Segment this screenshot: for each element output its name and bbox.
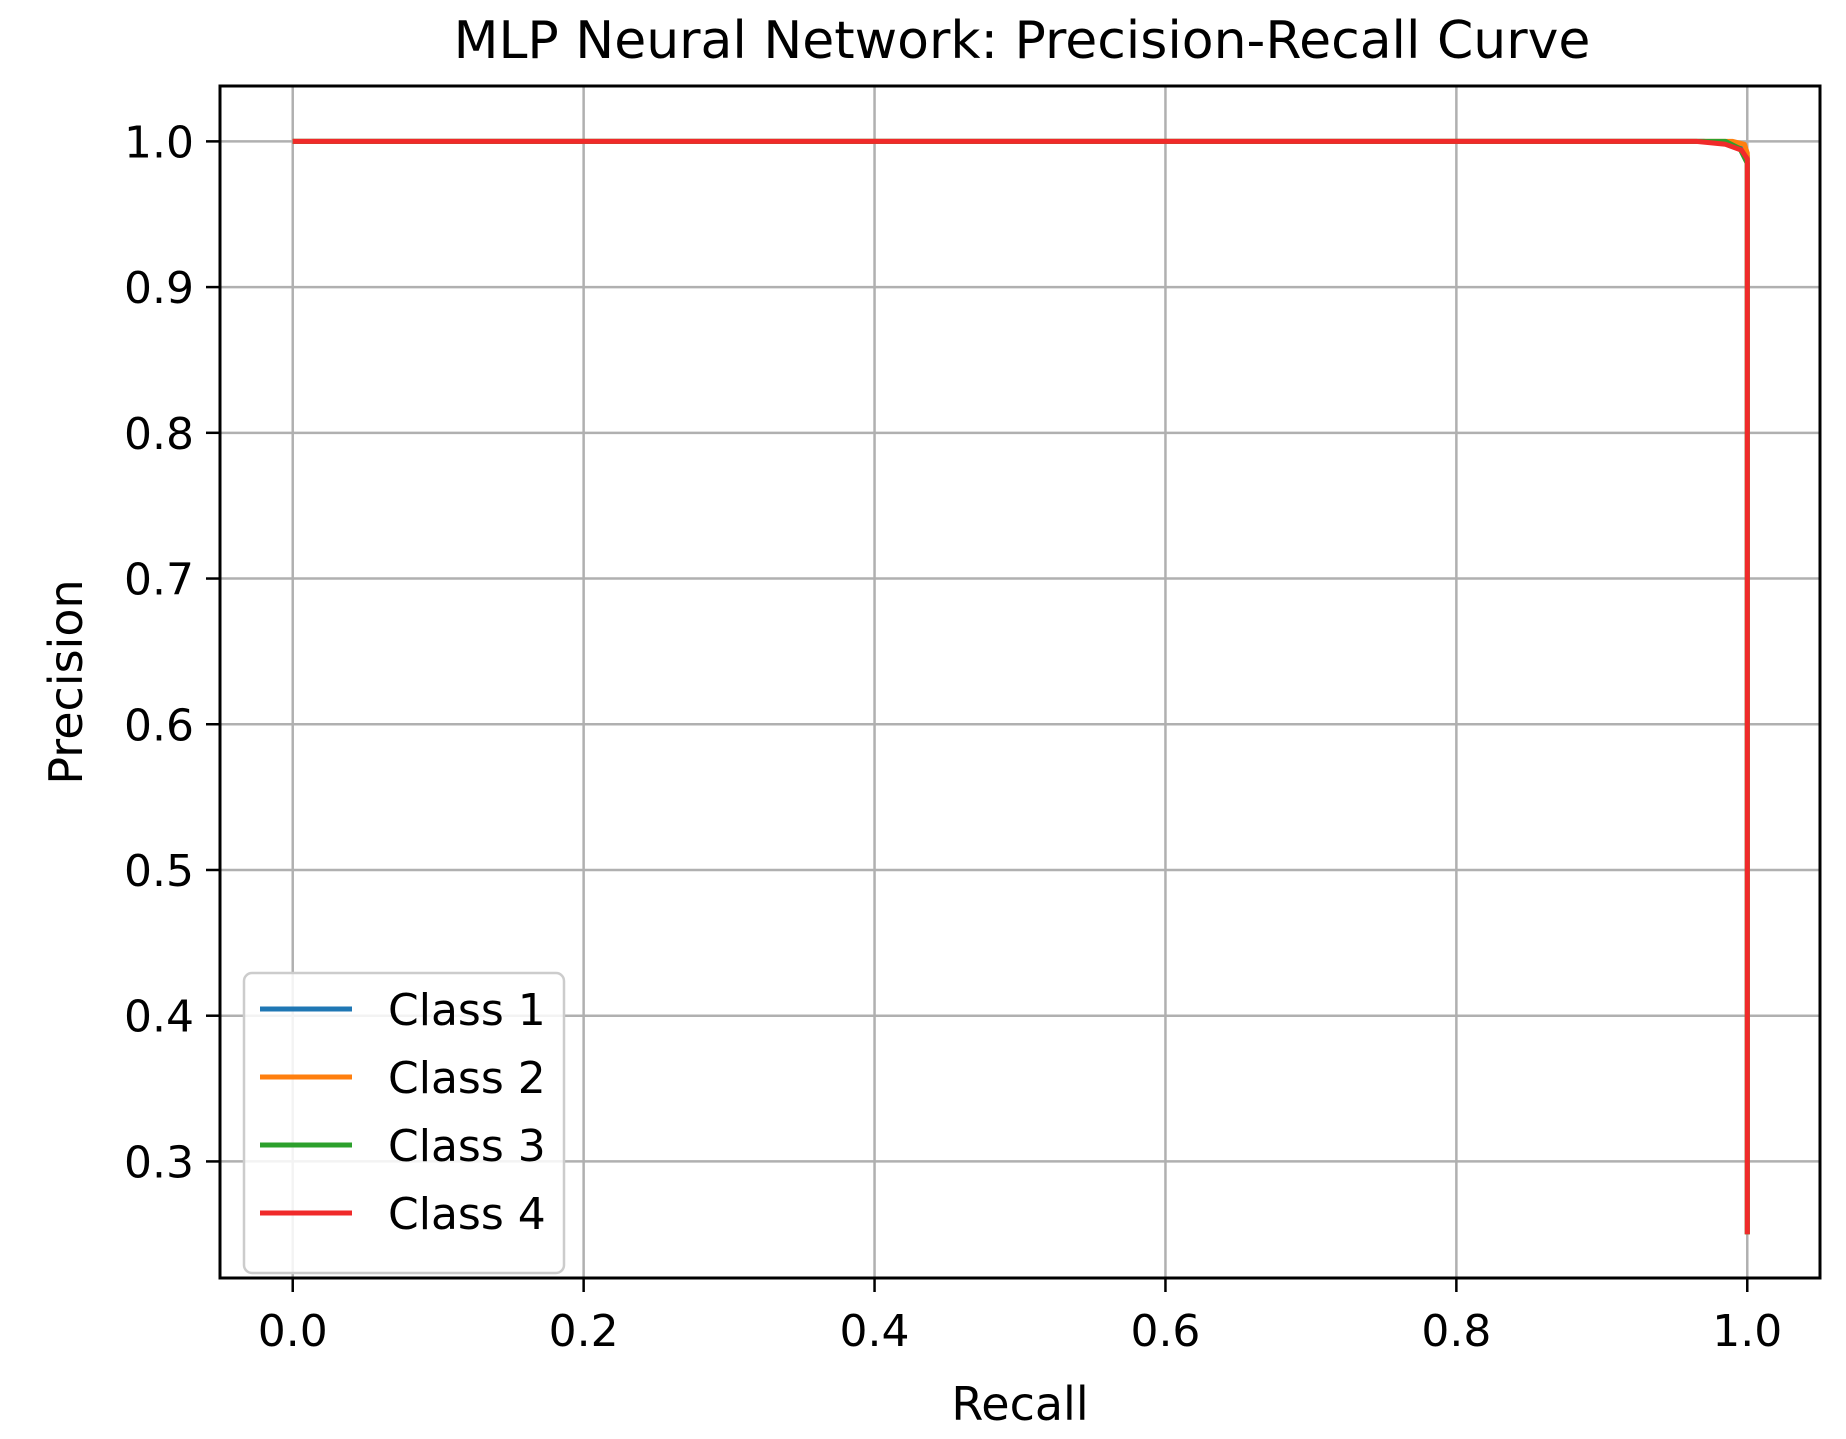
- series-line-class-4: [292, 138, 1750, 1235]
- legend: Class 1 Class 2 Class 3 Class 4: [242, 971, 566, 1275]
- x-tick-label: 0.6: [1130, 1306, 1200, 1357]
- y-tick-label: 0.6: [124, 700, 194, 751]
- y-axis-title: Precision: [39, 579, 93, 784]
- y-tick-label: 0.9: [124, 263, 194, 314]
- legend-label-class-4: Class 4: [388, 1189, 546, 1240]
- x-tick-label: 1.0: [1712, 1306, 1782, 1357]
- y-tick-label: 0.4: [124, 992, 194, 1043]
- legend-box: [242, 971, 566, 1275]
- y-axis-ticks: 0.3 0.4 0.5 0.6 0.7 0.8 0.9 1.0: [124, 117, 220, 1188]
- series-lines: [292, 138, 1750, 1235]
- x-axis-ticks: 0.0 0.2 0.4 0.6 0.8 1.0: [258, 1278, 1782, 1357]
- x-tick-label: 0.0: [258, 1306, 328, 1357]
- y-tick-label: 0.8: [124, 409, 194, 460]
- plot-frame: [218, 84, 1822, 1280]
- y-tick-label: 1.0: [124, 117, 194, 168]
- x-tick-label: 0.8: [1421, 1306, 1491, 1357]
- legend-label-class-3: Class 3: [388, 1121, 546, 1172]
- x-tick-label: 0.2: [549, 1306, 619, 1357]
- x-tick-label: 0.4: [840, 1306, 910, 1357]
- x-axis-title: Recall: [951, 1377, 1088, 1431]
- y-tick-label: 0.3: [124, 1137, 194, 1188]
- y-tick-label: 0.7: [124, 555, 194, 606]
- legend-label-class-1: Class 1: [388, 985, 546, 1036]
- chart-title: MLP Neural Network: Precision-Recall Cur…: [454, 11, 1591, 71]
- legend-label-class-2: Class 2: [388, 1053, 546, 1104]
- y-tick-label: 0.5: [124, 846, 194, 897]
